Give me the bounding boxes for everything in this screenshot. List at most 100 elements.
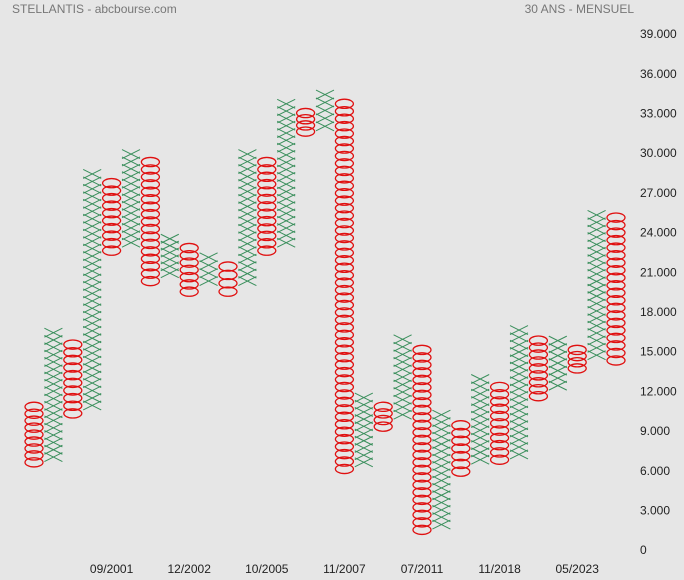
- x-symbol: [121, 237, 141, 248]
- x-symbol: [82, 266, 102, 276]
- o-column: [24, 401, 44, 468]
- x-symbol: [82, 370, 102, 381]
- x-symbol: [393, 409, 412, 420]
- o-symbol: [606, 355, 626, 366]
- x-symbol: [432, 519, 451, 530]
- o-symbol: [334, 441, 355, 452]
- o-symbol: [140, 275, 161, 287]
- x-symbol: [432, 512, 451, 523]
- o-symbol: [334, 463, 355, 475]
- o-symbol: [334, 396, 355, 408]
- x-symbol: [82, 393, 102, 403]
- o-symbol: [140, 260, 161, 272]
- o-symbol: [606, 212, 626, 223]
- o-symbol: [140, 208, 161, 220]
- o-symbol: [140, 216, 161, 227]
- o-symbol: [606, 242, 626, 253]
- x-symbol: [587, 342, 606, 353]
- o-symbol: [412, 412, 432, 423]
- x-symbol: [470, 440, 490, 450]
- x-symbol: [82, 281, 102, 291]
- x-column: [82, 168, 102, 411]
- o-symbol: [334, 389, 355, 400]
- o-symbol: [606, 302, 626, 314]
- x-symbol: [44, 430, 63, 441]
- o-symbol: [140, 186, 161, 198]
- x-symbol: [432, 475, 451, 486]
- x-symbol: [587, 246, 606, 257]
- x-symbol: [276, 128, 296, 138]
- x-symbol: [587, 209, 606, 220]
- x-symbol: [276, 193, 296, 204]
- o-symbol: [412, 479, 432, 491]
- x-symbol: [354, 428, 374, 439]
- o-symbol: [412, 464, 432, 476]
- o-symbol: [334, 158, 355, 169]
- x-symbol: [276, 150, 296, 160]
- x-symbol: [238, 216, 257, 227]
- o-symbol: [101, 200, 122, 211]
- x-symbol: [276, 223, 296, 234]
- o-symbol: [334, 202, 355, 214]
- y-tick-label: 0: [640, 543, 647, 557]
- o-column: [412, 344, 432, 536]
- x-symbol: [432, 446, 451, 457]
- o-symbol: [140, 156, 161, 168]
- o-symbol: [528, 356, 549, 367]
- x-symbol: [470, 432, 490, 443]
- o-symbol: [24, 415, 44, 426]
- x-symbol: [432, 431, 451, 442]
- o-symbol: [412, 419, 432, 431]
- x-symbol: [509, 390, 529, 401]
- o-symbol: [334, 269, 355, 281]
- o-symbol: [567, 363, 587, 374]
- o-symbol: [412, 517, 432, 528]
- x-symbol: [276, 120, 296, 131]
- x-symbol: [82, 378, 102, 389]
- o-symbol: [412, 397, 432, 408]
- x-symbol: [276, 237, 296, 248]
- o-symbol: [334, 106, 355, 117]
- o-symbol: [606, 332, 626, 344]
- o-symbol: [412, 374, 432, 386]
- o-symbol: [179, 279, 199, 290]
- x-tick-label: 12/2002: [168, 562, 212, 576]
- x-symbol: [470, 447, 490, 458]
- o-symbol: [412, 434, 432, 446]
- x-symbol: [509, 347, 529, 357]
- o-symbol: [334, 419, 355, 430]
- x-symbol: [199, 260, 218, 271]
- x-symbol: [82, 221, 102, 232]
- o-symbol: [606, 287, 626, 299]
- x-symbol: [44, 342, 63, 353]
- x-symbol: [509, 434, 529, 445]
- o-symbol: [451, 435, 471, 446]
- o-symbol: [140, 238, 161, 250]
- x-symbol: [432, 439, 451, 449]
- o-symbol: [257, 156, 277, 168]
- o-symbol: [489, 396, 510, 407]
- o-symbol: [334, 404, 355, 415]
- o-symbol: [334, 292, 355, 303]
- x-symbol: [160, 240, 180, 251]
- o-symbol: [24, 401, 44, 413]
- x-symbol: [470, 381, 490, 392]
- x-symbol: [121, 208, 141, 219]
- o-symbol: [412, 472, 432, 483]
- o-symbol: [528, 342, 549, 353]
- x-symbol: [509, 427, 529, 438]
- o-symbol: [606, 280, 626, 291]
- o-symbol: [451, 443, 471, 454]
- o-column: [179, 242, 199, 297]
- o-column: [257, 156, 277, 256]
- x-symbol: [238, 156, 257, 167]
- o-symbol: [606, 325, 626, 336]
- x-symbol: [432, 417, 451, 427]
- o-symbol: [489, 447, 510, 458]
- x-symbol: [121, 230, 141, 241]
- o-symbol: [334, 448, 355, 460]
- x-symbol: [587, 298, 606, 309]
- x-symbol: [44, 408, 63, 419]
- o-symbol: [140, 179, 161, 190]
